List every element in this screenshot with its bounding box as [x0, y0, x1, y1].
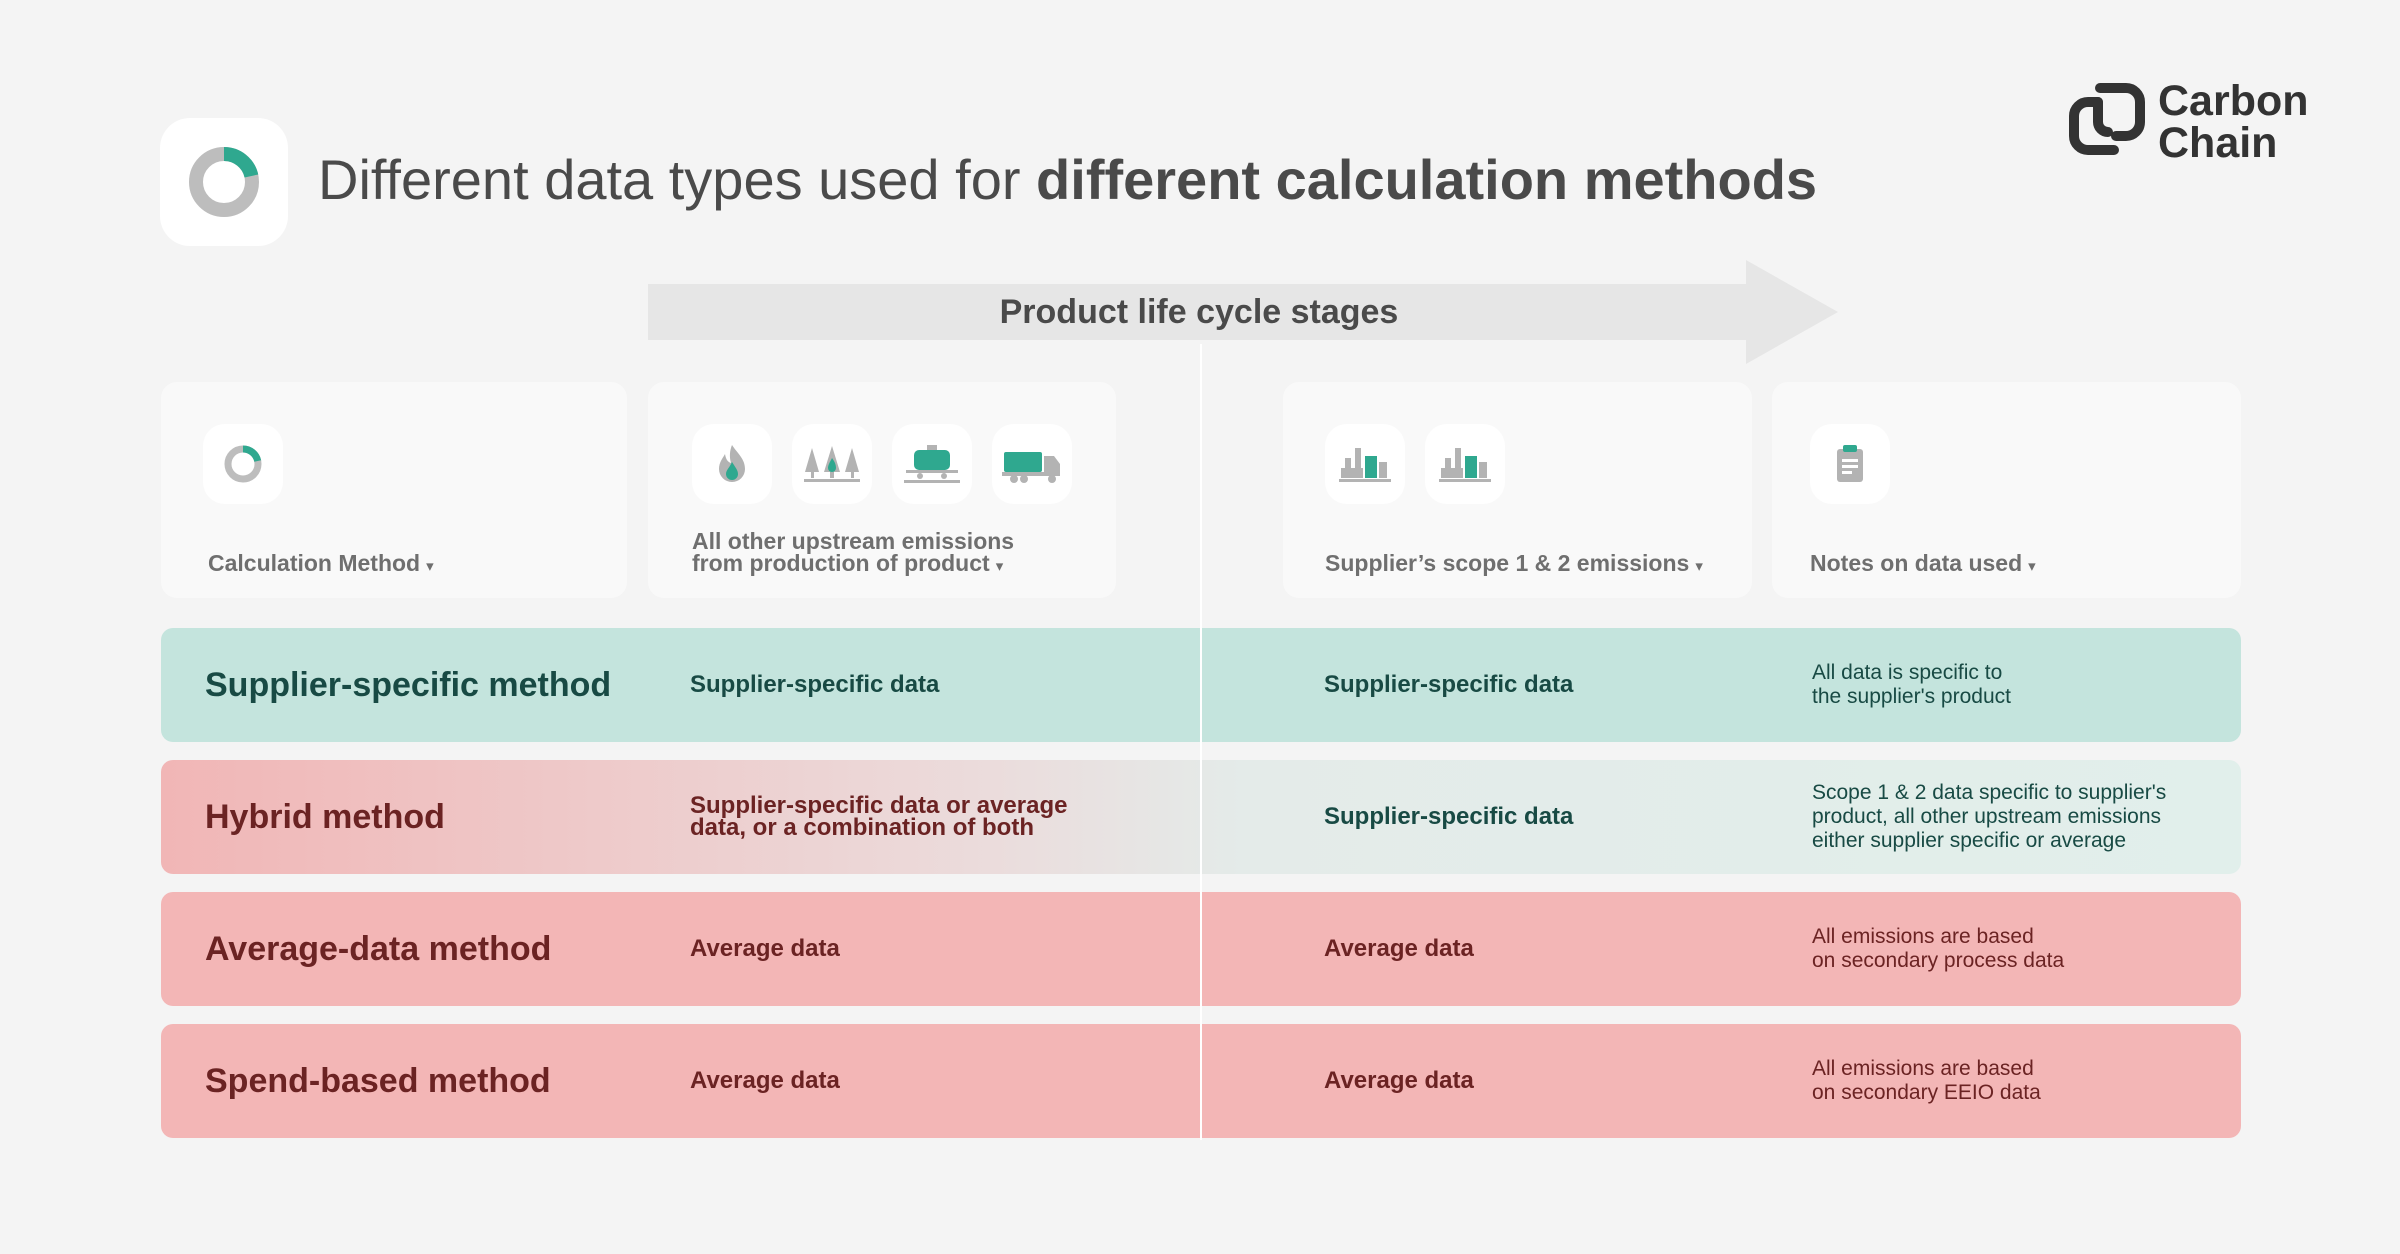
notes-cell: Scope 1 & 2 data specific to supplier's p… [1812, 781, 2167, 852]
clipboard-icon-tile [1810, 424, 1890, 504]
logo-line-2: Chain [2158, 119, 2278, 167]
tanker-car-icon-tile [892, 424, 972, 504]
upstream-data-cell: Average data [690, 935, 840, 962]
scope-data-cell: Supplier-specific data [1324, 803, 1574, 830]
flame-icon [719, 445, 745, 482]
method-name: Supplier-specific method [205, 666, 612, 704]
page-title-bold: different calculation methods [1036, 148, 1818, 211]
notes-card: Notes on data used ▾ [1772, 382, 2241, 598]
upstream-data-cell: Supplier-specific data or average data, o… [690, 792, 1068, 841]
flame-icon-tile [692, 424, 772, 504]
chevron-down-icon: ▾ [995, 558, 1004, 575]
page-title-regular: Different data types used for [318, 148, 1037, 211]
page-title: Different data types used for different … [318, 140, 1817, 220]
chevron-down-icon: ▾ [426, 558, 434, 575]
factory-icon [1439, 448, 1491, 482]
donut-chart-icon [189, 146, 259, 217]
title-icon-card [160, 118, 288, 246]
calculation-method-header[interactable]: Calculation Method ▾ [208, 550, 434, 576]
truck-icon-tile [992, 424, 1072, 504]
chevron-down-icon: ▾ [2028, 558, 2036, 575]
upstream-header[interactable]: All other upstream emissions from produc… [692, 528, 1015, 576]
carbon-chain-logo: Carbon Chain [2064, 76, 2334, 167]
scope-data-cell: Average data [1324, 1067, 1474, 1094]
notes-cell: All emissions are based on secondary EEIO… [1812, 1057, 2041, 1104]
calculation-method-icon-tile [203, 424, 283, 504]
logo-line-1: Carbon [2158, 77, 2309, 125]
notes-cell: All data is specific to the supplier's pr… [1812, 661, 2011, 708]
forest-icon [804, 446, 860, 482]
donut-chart-icon [224, 445, 262, 483]
upstream-card: All other upstream emissions from produc… [648, 382, 1116, 598]
chevron-down-icon: ▾ [1695, 558, 1703, 575]
lifecycle-divider [1200, 344, 1202, 1140]
scope-data-cell: Average data [1324, 935, 1474, 962]
supplier-scope-card: Supplier’s scope 1 & 2 emissions ▾ [1283, 382, 1752, 598]
clipboard-icon [1837, 445, 1863, 482]
logo-text: Carbon Chain [2158, 77, 2309, 167]
method-name: Spend-based method [205, 1062, 551, 1100]
lifecycle-label: Product life cycle stages [999, 293, 1399, 331]
method-name: Hybrid method [205, 798, 445, 836]
truck-icon [1002, 452, 1060, 483]
notes-cell: All emissions are based on secondary proc… [1812, 925, 2065, 972]
factory-icon-tile [1325, 424, 1405, 504]
tanker-car-icon [904, 445, 960, 483]
calculation-method-card: Calculation Method ▾ [161, 382, 627, 598]
notes-header[interactable]: Notes on data used ▾ [1810, 550, 2036, 576]
lifecycle-arrow [648, 260, 1838, 364]
factory-icon-tile-2 [1425, 424, 1505, 504]
upstream-data-cell: Supplier-specific data [690, 671, 940, 698]
method-name: Average-data method [205, 930, 552, 968]
supplier-scope-header[interactable]: Supplier’s scope 1 & 2 emissions ▾ [1325, 550, 1703, 576]
upstream-data-cell: Average data [690, 1067, 840, 1094]
factory-icon [1339, 448, 1391, 482]
forest-icon-tile [792, 424, 872, 504]
chain-link-icon [2069, 83, 2145, 155]
scope-data-cell: Supplier-specific data [1324, 671, 1574, 698]
